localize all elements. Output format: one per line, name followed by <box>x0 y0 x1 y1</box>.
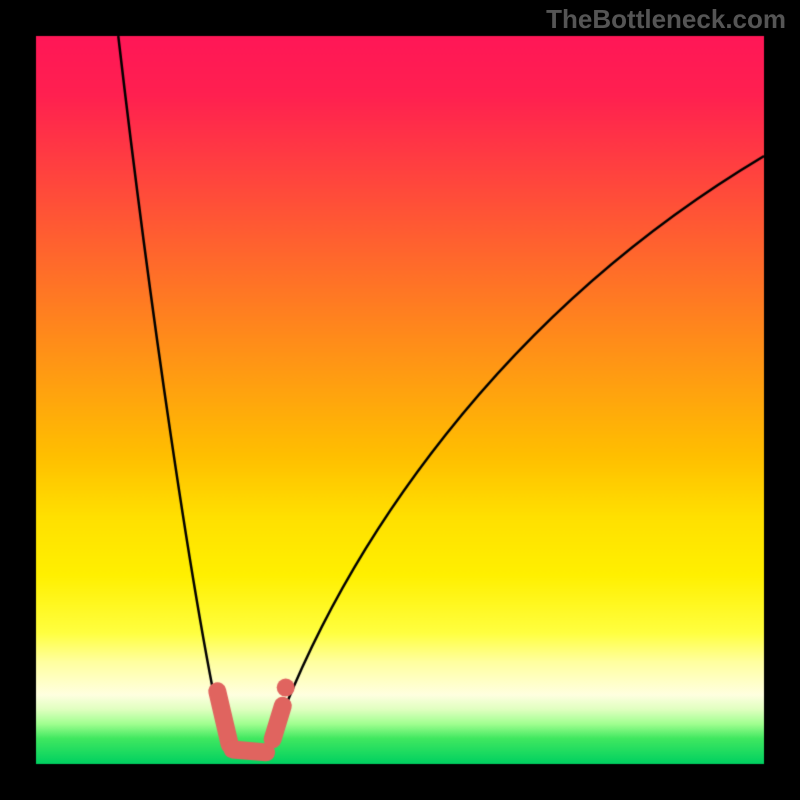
bottleneck-chart-canvas <box>0 0 800 800</box>
chart-stage: TheBottleneck.com <box>0 0 800 800</box>
watermark-label: TheBottleneck.com <box>546 4 786 35</box>
